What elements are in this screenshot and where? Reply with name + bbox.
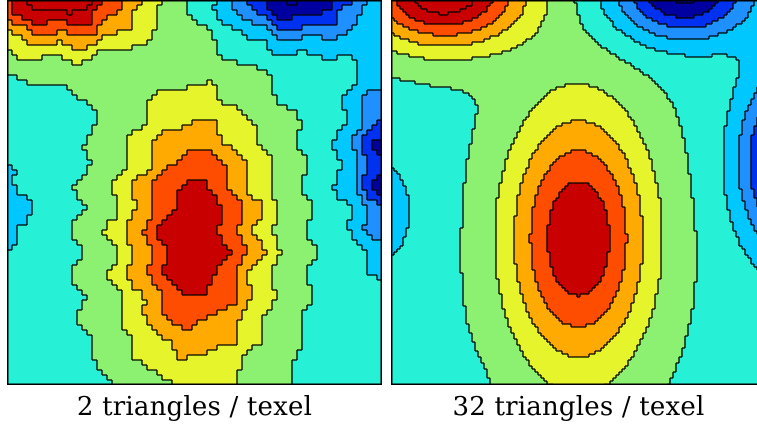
plot-frame-right (391, 0, 757, 385)
contour-lines-left (7, 0, 382, 385)
caption-32-triangles: 32 triangles / texel (452, 392, 705, 422)
plot-frame-left (7, 0, 382, 385)
contour-plot-32-triangles (391, 0, 757, 385)
contour-fill-left (7, 0, 382, 385)
panel-2-triangles (7, 0, 382, 385)
panel-32-triangles (391, 0, 757, 385)
contour-plot-2-triangles (7, 0, 382, 385)
caption-2-triangles: 2 triangles / texel (76, 392, 313, 422)
